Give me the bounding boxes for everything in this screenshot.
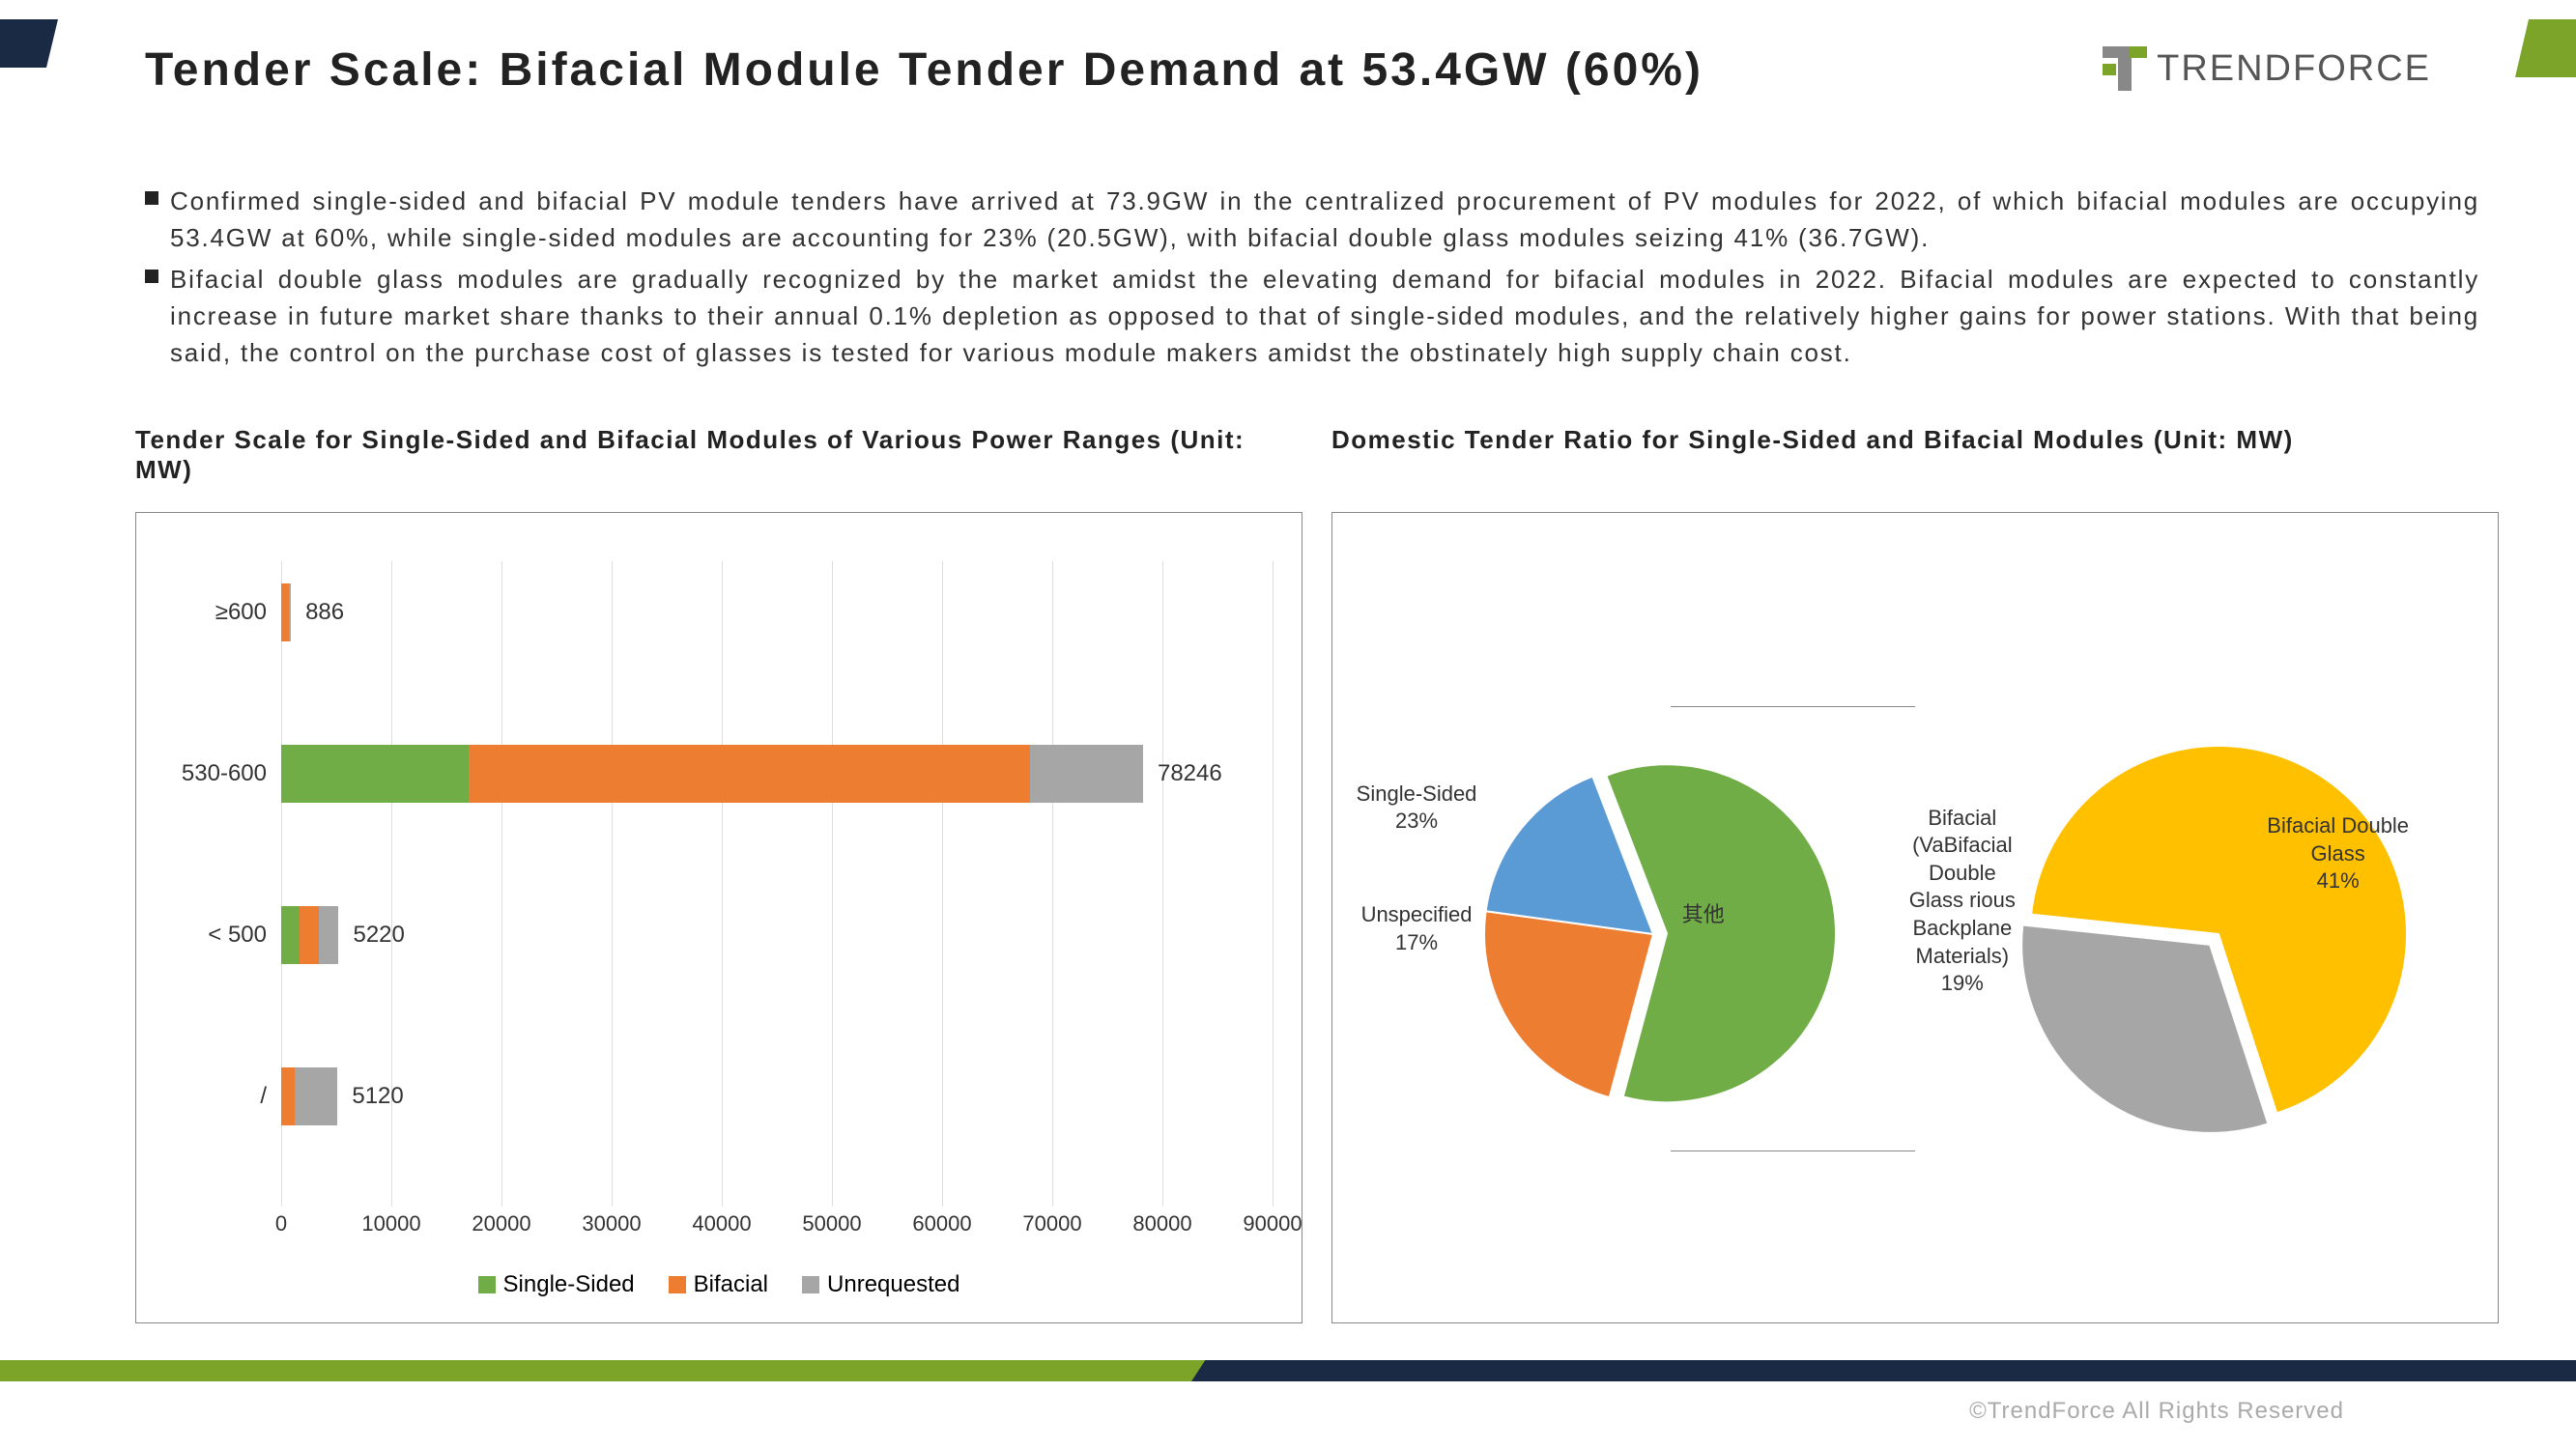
bullet-text: Bifacial double glass modules are gradua…	[170, 262, 2479, 371]
x-tick-label: 50000	[802, 1211, 861, 1236]
pie-right: Bifacial(VaBifacialDoubleGlass riousBack…	[1915, 513, 2498, 1322]
legend-swatch	[669, 1276, 686, 1293]
pie-slice-label: Bifacial DoubleGlass41%	[2242, 812, 2435, 895]
accent-left	[0, 19, 58, 68]
bar-category-label: /	[260, 1083, 267, 1110]
bullet-text: Confirmed single-sided and bifacial PV m…	[170, 184, 2479, 256]
bar-category-label: 530-600	[182, 760, 267, 787]
legend-item: Single-Sided	[478, 1271, 635, 1298]
legend-label: Unrequested	[827, 1271, 959, 1298]
bar-segment	[281, 906, 300, 964]
bar-chart-title: Tender Scale for Single-Sided and Bifaci…	[135, 425, 1302, 493]
x-tick-label: 20000	[472, 1211, 530, 1236]
bar-segment	[469, 745, 1030, 803]
pie-left: Single-Sided23% Unspecified17% 其他	[1332, 513, 1915, 1322]
bar-total-label: 886	[305, 599, 344, 626]
bar-segment	[295, 1067, 338, 1125]
x-tick-label: 40000	[692, 1211, 751, 1236]
bar-segment	[281, 1067, 295, 1125]
pie-chart-title: Domestic Tender Ratio for Single-Sided a…	[1331, 425, 2499, 493]
bar-total-label: 5220	[353, 922, 404, 949]
bar-legend: Single-Sided Bifacial Unrequested	[136, 1271, 1302, 1298]
pie-svg	[1465, 746, 1842, 1122]
bottom-bar-green	[0, 1360, 1211, 1381]
legend-item: Bifacial	[669, 1271, 768, 1298]
bullet-marker-icon	[145, 270, 158, 283]
bar-total-label: 78246	[1158, 760, 1222, 787]
pie-slice-label: Single-Sided23%	[1344, 781, 1489, 836]
bullet-item: Bifacial double glass modules are gradua…	[145, 262, 2479, 371]
logo: TRENDFORCE	[2103, 46, 2431, 91]
x-tick-label: 80000	[1132, 1211, 1191, 1236]
charts-row: Tender Scale for Single-Sided and Bifaci…	[135, 425, 2499, 1323]
legend-label: Bifacial	[694, 1271, 768, 1298]
pie-slice-label: 其他	[1682, 901, 1725, 929]
legend-swatch	[478, 1276, 496, 1293]
x-tick-label: 0	[275, 1211, 287, 1236]
connector-line	[1671, 706, 1915, 707]
x-tick-label: 30000	[582, 1211, 641, 1236]
bar-category-label: < 500	[208, 922, 267, 949]
x-tick-label: 10000	[361, 1211, 420, 1236]
pie-slice-label: Bifacial(VaBifacialDoubleGlass riousBack…	[1880, 805, 2045, 998]
pie-charts: Single-Sided23% Unspecified17% 其他 Bifacial…	[1331, 512, 2499, 1323]
bar-chart-column: Tender Scale for Single-Sided and Bifaci…	[135, 425, 1302, 1323]
copyright: ©TrendForce All Rights Reserved	[1969, 1398, 2344, 1425]
pie-slice	[1484, 911, 1653, 1097]
bar-segment	[289, 583, 291, 641]
logo-text: TRENDFORCE	[2157, 48, 2431, 90]
bar-segment	[281, 745, 469, 803]
pie-chart-column: Domestic Tender Ratio for Single-Sided a…	[1331, 425, 2499, 1323]
bullet-marker-icon	[145, 191, 158, 205]
bottom-bar-dark	[1191, 1360, 2576, 1381]
legend-item: Unrequested	[802, 1271, 959, 1298]
bar-category-label: ≥600	[215, 599, 267, 626]
pie-slice-label: Unspecified17%	[1344, 901, 1489, 956]
bullet-list: Confirmed single-sided and bifacial PV m…	[145, 184, 2479, 377]
bottom-bar	[0, 1360, 2576, 1381]
logo-icon	[2103, 46, 2147, 91]
x-tick-label: 60000	[912, 1211, 971, 1236]
bar-segment	[319, 906, 339, 964]
bar-total-label: 5120	[352, 1083, 403, 1110]
page-title: Tender Scale: Bifacial Module Tender Dem…	[145, 43, 1703, 97]
bar-segment	[281, 583, 289, 641]
legend-label: Single-Sided	[503, 1271, 635, 1298]
accent-right	[2508, 19, 2576, 77]
legend-swatch	[802, 1276, 819, 1293]
bar-segment	[1030, 745, 1143, 803]
bar-segment	[300, 906, 318, 964]
pie-svg	[2011, 726, 2426, 1142]
bar-chart: ≥600 886 530-600 78246 < 500 5220 / 5120 0 10000 2…	[135, 512, 1302, 1323]
x-tick-label: 90000	[1243, 1211, 1302, 1236]
bullet-item: Confirmed single-sided and bifacial PV m…	[145, 184, 2479, 256]
x-tick-label: 70000	[1022, 1211, 1081, 1236]
